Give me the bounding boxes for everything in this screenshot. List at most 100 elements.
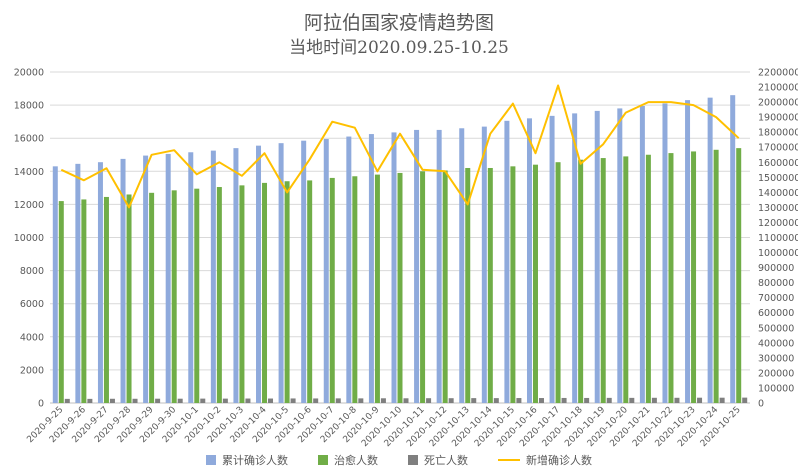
line-new-cases [60,84,740,209]
bar-deaths [200,398,206,403]
right-tick-label: 500000 [758,323,794,334]
left-tick-label: 14000 [14,167,44,178]
left-tick-label: 20000 [14,68,44,79]
bar-cumulative [143,155,149,403]
right-tick-label: 2100000 [758,83,798,94]
bar-cumulative [526,118,532,403]
right-tick-label: 1600000 [758,158,798,169]
right-tick-label: 1000000 [758,248,798,259]
legend-swatch-recovered [318,455,328,465]
bar-recovered [691,151,697,403]
right-tick-label: 200000 [758,368,794,379]
right-tick-label: 900000 [758,263,794,274]
bar-deaths [493,398,499,403]
bar-cumulative [414,129,420,404]
right-tick-label: 1200000 [758,218,798,229]
bar-deaths [606,397,612,403]
chart-title: 阿拉伯国家疫情趋势图 [303,12,494,34]
legend-label-deaths: 死亡人数 [424,454,468,467]
bar-cumulative [210,150,216,403]
right-tick-label: 1900000 [758,113,798,124]
bar-deaths [651,397,657,403]
bar-deaths [674,397,680,403]
bar-deaths [403,398,409,403]
bar-cumulative [323,139,329,403]
bar-cumulative [481,126,487,404]
bar-recovered [329,177,335,403]
bar-recovered [487,167,493,403]
bar-deaths [222,398,228,403]
bar-cumulative [278,143,284,404]
bar-deaths [516,398,522,403]
right-tick-label: 700000 [758,293,794,304]
left-axis-ticks: 0 2000 4000 6000 8000 10000 12000 14000 16000 180… [14,68,44,410]
bar-cumulative [256,145,262,403]
bar-recovered [81,199,87,403]
bar-deaths [177,398,183,403]
legend-item-recovered: 治愈人数 [318,452,378,468]
legend-swatch-cumulative [206,455,216,465]
bar-cumulative [594,110,600,403]
bar-deaths [380,398,386,403]
bar-cumulative [75,163,81,403]
left-tick-label: 18000 [14,101,44,112]
x-axis-ticks: 2020-9-252020-9-262020-9-272020-9-282020… [25,405,742,449]
left-tick-label: 12000 [14,200,44,211]
bar-cumulative [504,120,510,403]
bar-cumulative [707,97,713,403]
right-tick-label: 400000 [758,338,794,349]
bar-cumulative [685,100,691,403]
bar-recovered [171,190,177,403]
legend-swatch-new [498,459,520,461]
bar-cumulative [233,148,239,403]
bar-recovered [623,156,629,403]
right-axis-ticks: 0 100000 200000 300000 400000 500000 600000 700… [758,68,798,410]
bar-cumulative [639,105,645,404]
line-series [60,84,740,209]
bar-deaths [538,398,544,403]
bar-recovered [600,158,606,403]
right-tick-label: 1300000 [758,203,798,214]
right-tick-label: 0 [758,399,764,410]
bar-deaths [561,397,567,403]
right-tick-label: 2200000 [758,68,798,79]
legend-label-new: 新增确诊人数 [526,454,592,467]
legend-item-new: 新增确诊人数 [498,452,592,468]
bar-deaths [448,398,454,403]
bar-recovered [284,181,290,403]
bar-cumulative [730,95,736,404]
right-tick-label: 2000000 [758,98,798,109]
bar-recovered [442,170,448,403]
bar-recovered [58,201,64,403]
bar-recovered [103,196,109,403]
left-tick-label: 4000 [20,332,44,343]
right-tick-label: 1700000 [758,143,798,154]
bar-recovered [555,162,561,403]
chart-subtitle: 当地时间2020.09.25-10.25 [289,38,509,58]
bar-cumulative [52,166,58,403]
bar-deaths [742,397,748,403]
bar-recovered [194,188,200,403]
bar-cumulative [572,113,578,403]
bar-cumulative [459,128,465,403]
bar-deaths [155,398,161,403]
legend-label-recovered: 治愈人数 [334,454,378,467]
bar-recovered [374,174,380,403]
right-tick-label: 100000 [758,383,794,394]
bar-recovered [216,187,222,403]
bar-cumulative [391,132,397,403]
right-tick-label: 1400000 [758,188,798,199]
right-tick-label: 300000 [758,353,794,364]
bar-deaths [245,398,251,403]
legend-item-deaths: 死亡人数 [408,452,468,468]
right-tick-label: 1500000 [758,173,798,184]
bar-recovered [262,182,268,403]
bar-series [52,95,748,404]
bar-deaths [313,398,319,403]
bar-deaths [426,398,432,403]
bar-cumulative [436,129,442,404]
bar-recovered [352,176,358,403]
bar-deaths [290,398,296,403]
bar-recovered [532,164,538,403]
